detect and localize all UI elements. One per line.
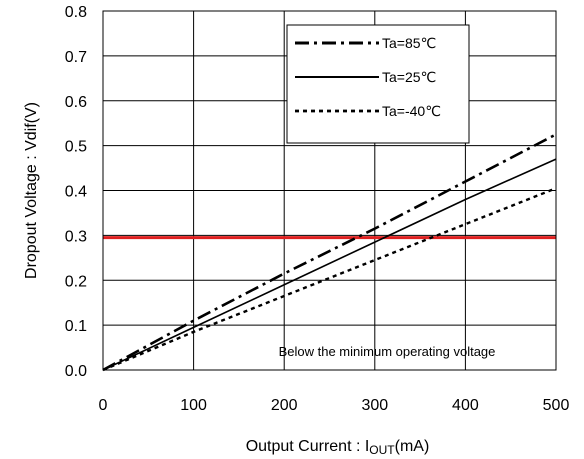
x-axis-label-main: Output Current : I — [246, 438, 370, 455]
plot-area-frame — [102, 10, 557, 371]
y-tick-label-4: 0.4 — [65, 184, 87, 201]
legend-box — [286, 24, 470, 144]
series-lines — [102, 133, 557, 372]
y-tick-label-3: 0.3 — [65, 228, 87, 245]
y-tick-label-6: 0.6 — [65, 94, 87, 111]
y-tick-label-2: 0.2 — [65, 273, 87, 290]
x-tick-labels: 0 100 200 300 400 500 — [99, 397, 570, 414]
chart-annotation: Below the minimum operating voltage — [279, 344, 496, 359]
x-axis-label-subscript: OUT — [369, 443, 395, 457]
x-tick-label-5: 500 — [543, 397, 570, 414]
x-tick-label-0: 0 — [99, 397, 108, 414]
x-tick-label-2: 200 — [271, 397, 298, 414]
legend: Ta=85℃ Ta=25℃ Ta=-40℃ — [286, 24, 470, 144]
y-tick-label-5: 0.5 — [65, 139, 87, 156]
y-tick-labels: 0.0 0.1 0.2 0.3 0.4 0.5 0.6 0.7 0.8 — [65, 4, 87, 380]
legend-label-85c: Ta=85℃ — [382, 35, 436, 51]
y-tick-label-0: 0.0 — [65, 363, 87, 380]
y-axis-label: Dropout Voltage : Vdif(V) — [23, 102, 40, 279]
x-tick-label-4: 400 — [452, 397, 479, 414]
x-tick-label-1: 100 — [180, 397, 207, 414]
series-line-85c — [102, 133, 557, 372]
series-line-minus40c — [102, 187, 557, 372]
y-tick-label-8: 0.8 — [65, 4, 87, 21]
legend-label-minus40c: Ta=-40℃ — [382, 103, 441, 119]
legend-label-25c: Ta=25℃ — [382, 69, 436, 85]
x-axis-label: Output Current : IOUT(mA) — [246, 438, 430, 457]
y-tick-label-1: 0.1 — [65, 318, 87, 335]
y-tick-label-7: 0.7 — [65, 49, 87, 66]
x-tick-label-3: 300 — [361, 397, 388, 414]
series-line-25c — [102, 158, 557, 371]
x-axis-label-unit: (mA) — [395, 438, 430, 455]
